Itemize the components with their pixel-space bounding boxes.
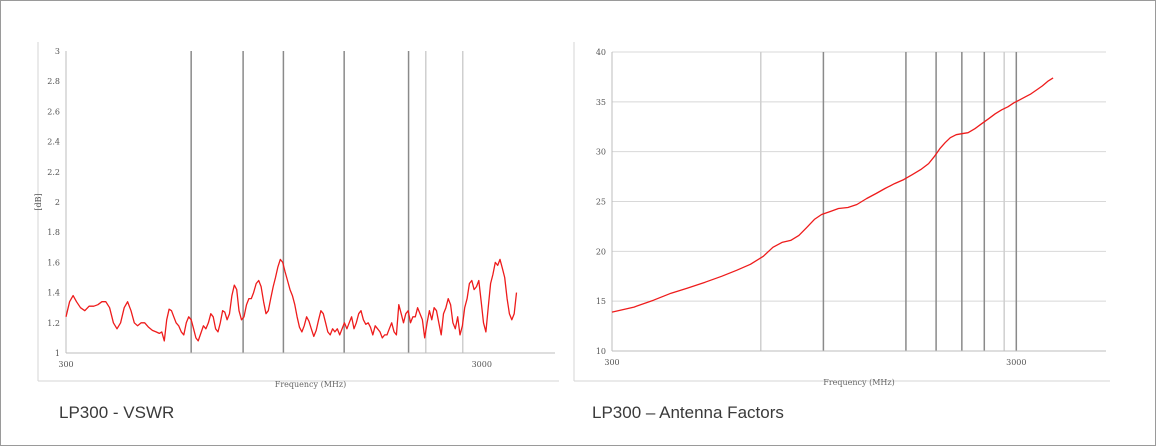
- vswr-ytick-label: 1.2: [47, 319, 60, 328]
- vswr-xtick-label: 300: [58, 360, 73, 369]
- vswr-ytick-label: 3: [55, 47, 60, 56]
- vswr-ytick-label: 1.6: [47, 258, 60, 267]
- vswr-ytick-label: 1.4: [47, 289, 60, 298]
- vswr-y-axis-label: [dB]: [34, 193, 43, 210]
- af-ytick-label: 20: [596, 247, 606, 256]
- af-xtick-label: 300: [604, 358, 619, 367]
- vswr-xtick-label: 3000: [472, 360, 492, 369]
- antenna-factors-chart: 10 15 20 25 30 35 40 300 3000 Frequency (MHz): [560, 0, 1156, 395]
- af-ytick-label: 25: [596, 198, 606, 207]
- vswr-ytick-label: 2.2: [47, 168, 60, 177]
- af-series-line: [611, 77, 1054, 313]
- af-ytick-label: 35: [596, 98, 606, 107]
- af-ytick-label: 40: [596, 48, 606, 57]
- vswr-series-line: [65, 258, 518, 342]
- vswr-chart-svg: 1 1.2 1.4 1.6 1.8 2 2.2 2.4 2.6 2.8 3 300 3000 Freque…: [34, 42, 559, 389]
- vswr-ytick-label: 2.4: [47, 138, 60, 147]
- vswr-ytick-label: 1.8: [47, 228, 60, 237]
- vswr-x-axis-label: Frequency (MHz): [275, 380, 346, 389]
- vswr-ytick-label: 2.8: [47, 77, 60, 86]
- af-xtick-label: 3000: [1006, 358, 1026, 367]
- antenna-factors-caption: LP300 – Antenna Factors: [592, 403, 784, 422]
- af-ytick-label: 10: [596, 347, 606, 356]
- vswr-ytick-label: 1: [55, 349, 60, 358]
- af-ytick-label: 15: [596, 297, 606, 306]
- antenna-factors-chart-svg: 10 15 20 25 30 35 40 300 3000 Frequency (MHz): [573, 42, 1110, 387]
- vswr-ytick-label: 2: [55, 198, 60, 207]
- vswr-chart: 1 1.2 1.4 1.6 1.8 2 2.2 2.4 2.6 2.8 3 300 3000 Freque…: [0, 0, 560, 395]
- af-ytick-label: 30: [596, 148, 606, 157]
- vswr-ytick-label: 2.6: [47, 107, 60, 116]
- vswr-caption: LP300 - VSWR: [59, 403, 175, 422]
- af-x-axis-label: Frequency (MHz): [823, 378, 894, 387]
